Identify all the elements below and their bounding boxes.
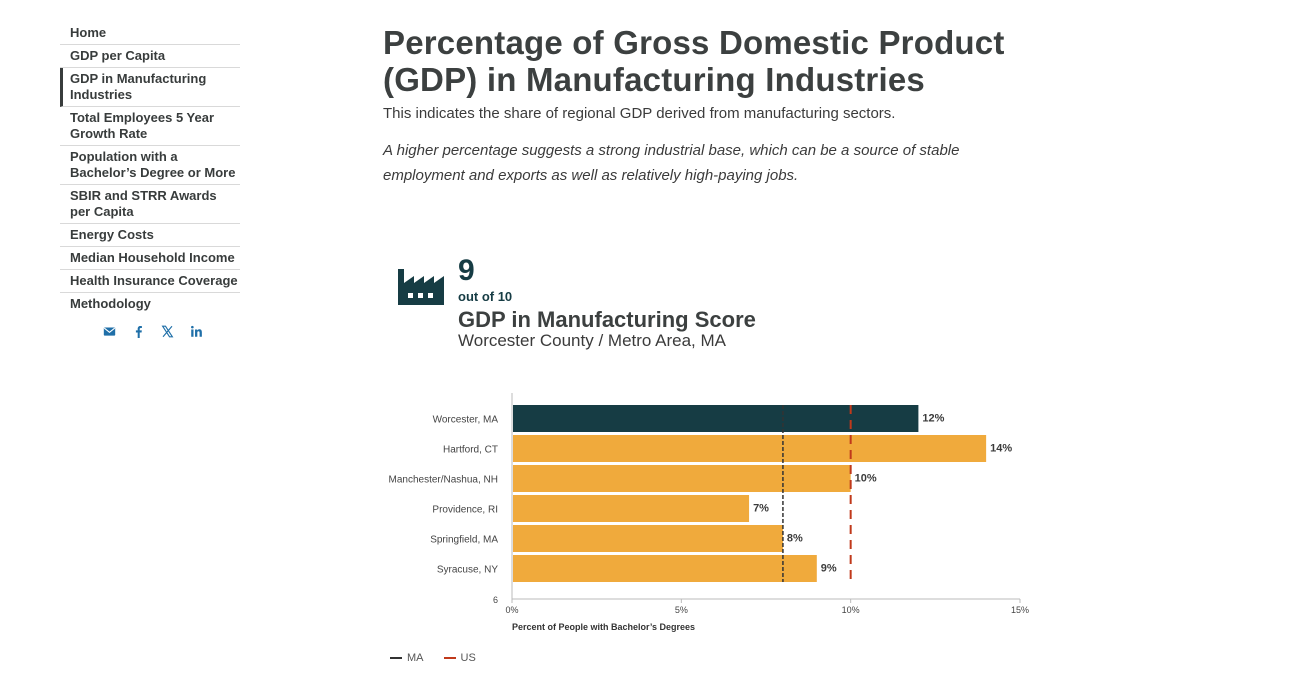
value-label-3: 7%: [753, 503, 769, 515]
legend-swatch-us: [443, 657, 456, 659]
score-block: 9 out of 10 GDP in Manufacturing Score W…: [398, 255, 898, 355]
sidebar-item-gdp-manufacturing[interactable]: GDP in Manufacturing Industries: [60, 68, 240, 107]
x-icon[interactable]: [161, 325, 174, 338]
x-tick-label-1: 5%: [675, 605, 688, 615]
sidebar-item-gdp-per-capita[interactable]: GDP per Capita: [60, 45, 240, 68]
sidebar-item-health-insurance[interactable]: Health Insurance Coverage: [60, 270, 240, 293]
bar-2: [513, 465, 851, 492]
sidebar-item-employee-growth[interactable]: Total Employees 5 Year Growth Rate: [60, 107, 240, 146]
category-label-0: Worcester, MA: [433, 415, 499, 426]
bar-4: [513, 525, 783, 552]
value-label-5: 9%: [821, 563, 837, 575]
factory-icon: [398, 265, 444, 305]
bar-0: [513, 405, 919, 432]
category-label-5: Syracuse, NY: [437, 565, 498, 576]
chart-legend: MA US: [390, 652, 476, 664]
page-title: Percentage of Gross Domestic Product (GD…: [383, 24, 1005, 98]
page-subtitle: This indicates the share of regional GDP…: [383, 105, 896, 122]
sidebar-item-energy-costs[interactable]: Energy Costs: [60, 224, 240, 247]
score-region: Worcester County / Metro Area, MA: [458, 331, 726, 350]
legend-item-ma: MA: [390, 652, 424, 664]
category-label-1: Hartford, CT: [443, 445, 498, 456]
sidebar-item-home[interactable]: Home: [60, 22, 240, 45]
sidebar-item-household-income[interactable]: Median Household Income: [60, 247, 240, 270]
sidebar-nav: Home GDP per Capita GDP in Manufacturing…: [60, 22, 240, 338]
bar-chart: Worcester, MA 12% Hartford, CT 14% Mancheste…: [380, 385, 1040, 635]
legend-item-us: US: [443, 652, 476, 664]
social-links: [60, 325, 240, 338]
y-extra-label: 6: [493, 595, 498, 605]
bar-1: [513, 435, 987, 462]
email-icon[interactable]: [103, 325, 116, 338]
sidebar-item-methodology[interactable]: Methodology: [70, 296, 151, 311]
legend-label-us: US: [460, 652, 476, 664]
chart-svg: Worcester, MA 12% Hartford, CT 14% Mancheste…: [389, 393, 1029, 632]
x-tick-label-0: 0%: [505, 605, 518, 615]
value-label-1: 14%: [990, 443, 1012, 455]
facebook-icon[interactable]: [132, 325, 145, 338]
category-label-4: Springfield, MA: [430, 535, 498, 546]
legend-swatch-ma: [390, 657, 402, 659]
score-out-of: out of 10: [458, 289, 513, 304]
linkedin-icon[interactable]: [190, 325, 203, 338]
page-note: A higher percentage suggests a strong in…: [383, 142, 960, 184]
x-tick-label-2: 10%: [842, 605, 860, 615]
legend-label-ma: MA: [407, 652, 424, 664]
x-tick-label-3: 15%: [1011, 605, 1029, 615]
category-label-2: Manchester/Nashua, NH: [389, 475, 499, 486]
score-value: 9: [458, 254, 475, 287]
bar-3: [513, 495, 750, 522]
value-label-2: 10%: [855, 473, 877, 485]
score-label: GDP in Manufacturing Score: [458, 307, 756, 332]
value-label-4: 8%: [787, 533, 803, 545]
value-label-0: 12%: [922, 413, 944, 425]
main-content: Percentage of Gross Domestic Product (GD…: [383, 24, 1023, 188]
x-axis-title: Percent of People with Bachelor’s Degree…: [512, 622, 695, 632]
sidebar-item-sbir-awards[interactable]: SBIR and STRR Awards per Capita: [60, 185, 240, 224]
sidebar-item-bachelors-degree[interactable]: Population with a Bachelor’s Degree or M…: [60, 146, 240, 185]
bar-5: [513, 555, 817, 582]
category-label-3: Providence, RI: [432, 505, 498, 516]
